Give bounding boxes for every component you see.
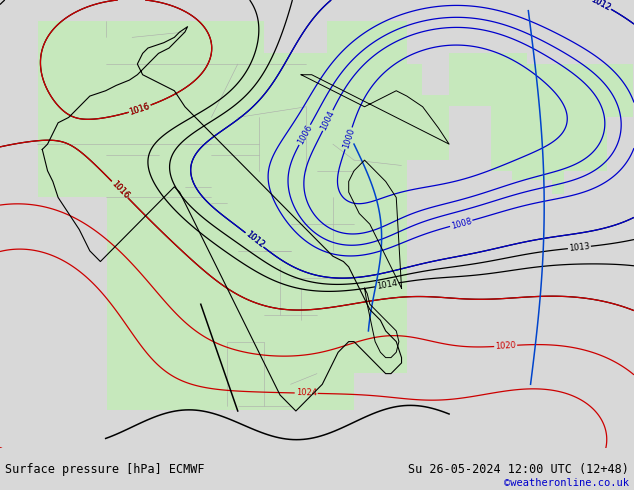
Text: 1006: 1006 bbox=[295, 123, 314, 146]
Text: Su 26-05-2024 12:00 UTC (12+48): Su 26-05-2024 12:00 UTC (12+48) bbox=[408, 463, 629, 476]
Text: Surface pressure [hPa] ECMWF: Surface pressure [hPa] ECMWF bbox=[5, 463, 205, 476]
Text: 1012: 1012 bbox=[590, 0, 612, 13]
Text: ©weatheronline.co.uk: ©weatheronline.co.uk bbox=[504, 478, 629, 488]
Text: 1024: 1024 bbox=[295, 389, 317, 398]
Text: 1012: 1012 bbox=[243, 230, 266, 250]
Text: 1016: 1016 bbox=[128, 101, 151, 117]
Text: 1000: 1000 bbox=[341, 127, 356, 150]
Text: 1016: 1016 bbox=[128, 101, 151, 117]
Text: 1012: 1012 bbox=[590, 0, 612, 13]
Text: 1013: 1013 bbox=[569, 242, 590, 253]
Text: 1016: 1016 bbox=[109, 179, 131, 200]
Text: 1004: 1004 bbox=[319, 109, 337, 132]
Text: 1012: 1012 bbox=[243, 230, 266, 250]
Text: 1008: 1008 bbox=[450, 216, 472, 230]
Polygon shape bbox=[301, 74, 449, 144]
Text: 1020: 1020 bbox=[495, 341, 517, 351]
Polygon shape bbox=[365, 288, 399, 358]
Text: 1014: 1014 bbox=[376, 279, 398, 291]
Text: 1016: 1016 bbox=[109, 179, 131, 200]
